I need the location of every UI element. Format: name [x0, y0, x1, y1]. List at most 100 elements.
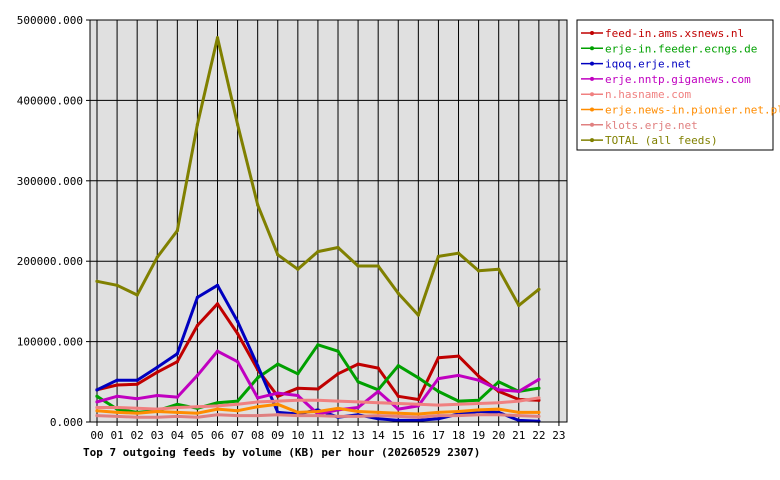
data-point [517, 413, 521, 418]
data-point [276, 394, 280, 398]
legend-marker [590, 92, 594, 97]
data-point [396, 411, 400, 415]
data-point [396, 364, 400, 368]
y-tick-label: 500000.000 [17, 14, 83, 27]
data-point [356, 414, 360, 418]
data-point [477, 398, 481, 402]
data-point [316, 343, 320, 347]
x-tick-label: 04 [171, 429, 185, 442]
data-point [175, 402, 179, 406]
data-point [416, 313, 420, 317]
data-point [175, 410, 179, 414]
data-point [256, 203, 260, 207]
data-point [336, 349, 340, 353]
data-point [215, 413, 220, 417]
data-point [396, 418, 400, 422]
data-point [517, 410, 521, 414]
data-point [436, 254, 441, 258]
data-point [356, 264, 360, 268]
data-point [477, 378, 481, 382]
data-point [235, 409, 240, 413]
data-point [456, 354, 461, 358]
data-point [336, 414, 340, 418]
x-tick-label: 06 [211, 429, 224, 442]
data-point [497, 410, 501, 414]
data-point [436, 413, 441, 418]
x-tick-label: 19 [472, 429, 485, 442]
data-point [376, 401, 380, 405]
data-point [195, 411, 200, 415]
data-point [296, 386, 300, 390]
data-point [316, 398, 320, 402]
data-point [135, 397, 139, 401]
data-point [376, 264, 380, 268]
data-point [376, 389, 380, 394]
data-point [215, 401, 220, 405]
data-point [416, 376, 420, 380]
data-point [436, 389, 441, 394]
data-point [215, 404, 220, 408]
x-tick-label: 05 [191, 429, 204, 442]
data-point [396, 414, 400, 418]
data-point [276, 413, 280, 417]
data-point [235, 402, 240, 406]
data-point [477, 374, 481, 378]
data-point [376, 413, 380, 418]
data-point [537, 287, 541, 291]
y-tick-label: 400000.000 [17, 94, 83, 107]
data-point [256, 400, 260, 404]
data-point [356, 405, 360, 410]
data-point [436, 356, 441, 360]
data-point [316, 249, 320, 254]
data-point [135, 378, 139, 382]
data-point [256, 364, 260, 368]
data-point [195, 122, 200, 127]
data-point [256, 405, 260, 409]
data-point [316, 413, 320, 418]
data-point [497, 388, 501, 392]
data-point [456, 409, 461, 414]
data-point [416, 418, 420, 422]
x-axis-ticks: 00 01 02 03 04 05 06 07 08 09 10 11 12 13 14 15 16 17 18 19… [90, 422, 566, 442]
x-tick-label: 14 [372, 429, 386, 442]
data-point [235, 413, 240, 418]
legend-marker [590, 31, 594, 35]
data-point [356, 400, 360, 404]
data-point [517, 399, 521, 403]
data-point [296, 393, 300, 398]
x-tick-label: 07 [231, 429, 244, 442]
legend-marker [590, 46, 594, 51]
data-point [376, 417, 380, 421]
data-point [416, 415, 420, 419]
legend-marker [590, 107, 594, 112]
data-point [235, 399, 240, 403]
data-point [497, 401, 501, 405]
x-tick-label: 09 [271, 429, 284, 442]
x-tick-label: 01 [110, 429, 123, 442]
data-point [296, 267, 300, 271]
data-point [235, 122, 240, 127]
x-tick-label: 23 [552, 429, 565, 442]
data-point [215, 302, 220, 306]
data-point [497, 380, 501, 384]
legend-entry-label: erje.news-in.pionier.net.pl [605, 104, 780, 117]
data-point [175, 360, 179, 364]
data-point [436, 403, 441, 407]
data-point [195, 373, 200, 377]
data-point [115, 394, 119, 398]
data-point [235, 319, 240, 324]
data-point [416, 397, 420, 402]
plot-area [90, 20, 567, 422]
data-point [235, 331, 240, 336]
legend-entry-label: erje.nntp.giganews.com [605, 73, 751, 86]
data-point [336, 245, 340, 250]
x-tick-label: 18 [452, 429, 465, 442]
y-tick-label: 0.000 [50, 416, 83, 429]
legend-entry-label: feed-in.ams.xsnews.nl [605, 27, 744, 40]
data-point [276, 391, 280, 395]
data-point [175, 414, 179, 418]
data-point [497, 267, 501, 271]
data-point [296, 410, 300, 414]
data-point [195, 323, 200, 328]
data-point [95, 400, 99, 404]
